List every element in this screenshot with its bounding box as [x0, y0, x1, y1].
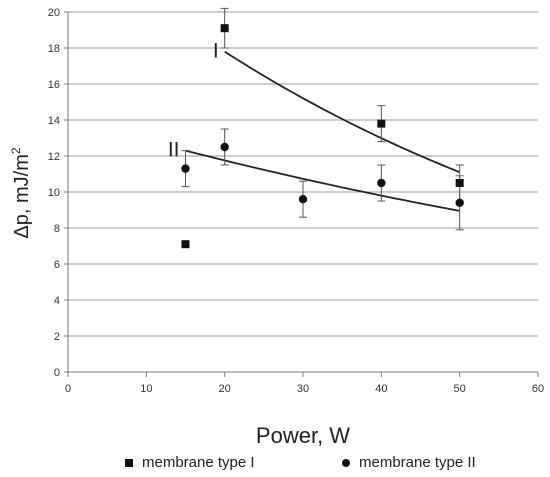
trend-lines — [185, 50, 461, 212]
gridlines — [68, 11, 538, 337]
x-tick-label: 50 — [454, 383, 466, 395]
error-bars — [181, 7, 464, 231]
trend-labels: III — [168, 40, 219, 162]
y-tick-labels: 0 2 4 6 8 10 12 14 16 18 20 — [48, 7, 60, 379]
trend-label-1: I — [213, 40, 219, 63]
marker-type-2 — [377, 178, 386, 188]
square-marker-icon — [125, 458, 133, 467]
legend-item-type-1: membrane type I — [125, 454, 255, 471]
x-tick-label: 10 — [140, 383, 152, 395]
marker-type-1 — [377, 119, 386, 128]
x-tick-label: 0 — [65, 383, 71, 395]
marker-type-1 — [220, 24, 229, 33]
y-axis-title-sup: 2 — [9, 147, 23, 154]
axes — [64, 11, 539, 377]
x-axis-title: Power, W — [256, 423, 350, 448]
x-tick-labels: 0 10 20 30 40 50 60 — [65, 383, 544, 395]
y-tick-label: 20 — [48, 7, 60, 19]
y-tick-label: 16 — [48, 79, 60, 91]
trend-line-1 — [224, 50, 461, 174]
x-tick-label: 60 — [532, 383, 544, 395]
marker-type-2 — [455, 198, 464, 207]
x-tick-label: 40 — [375, 383, 387, 395]
y-tick-label: 2 — [54, 331, 60, 343]
trend-line-2 — [185, 149, 460, 212]
y-axis-title-main: Δp, mJ/m — [11, 154, 33, 238]
legend-label-type-1: membrane type I — [142, 454, 255, 471]
y-tick-label: 0 — [54, 367, 60, 379]
legend-label-type-2: membrane type II — [359, 454, 476, 471]
trend-label-2: II — [168, 139, 180, 162]
y-tick-label: 4 — [54, 295, 60, 307]
marker-type-1 — [181, 240, 190, 249]
y-tick-label: 8 — [54, 223, 60, 235]
y-tick-label: 12 — [48, 151, 60, 163]
x-tick-label: 20 — [219, 383, 231, 395]
marker-type-1 — [455, 179, 464, 187]
data-points — [181, 24, 464, 249]
y-tick-label: 14 — [48, 115, 60, 127]
y-tick-label: 6 — [54, 259, 60, 271]
y-axis-title: Δp, mJ/m2 — [9, 147, 33, 238]
y-tick-label: 18 — [48, 43, 60, 55]
x-tick-label: 30 — [297, 383, 309, 395]
y-tick-label: 10 — [48, 187, 60, 199]
marker-type-2 — [181, 164, 190, 173]
marker-type-2 — [220, 142, 229, 152]
legend-item-type-2: membrane type II — [342, 454, 476, 471]
marker-type-2 — [298, 195, 308, 204]
circle-marker-icon — [342, 458, 350, 467]
